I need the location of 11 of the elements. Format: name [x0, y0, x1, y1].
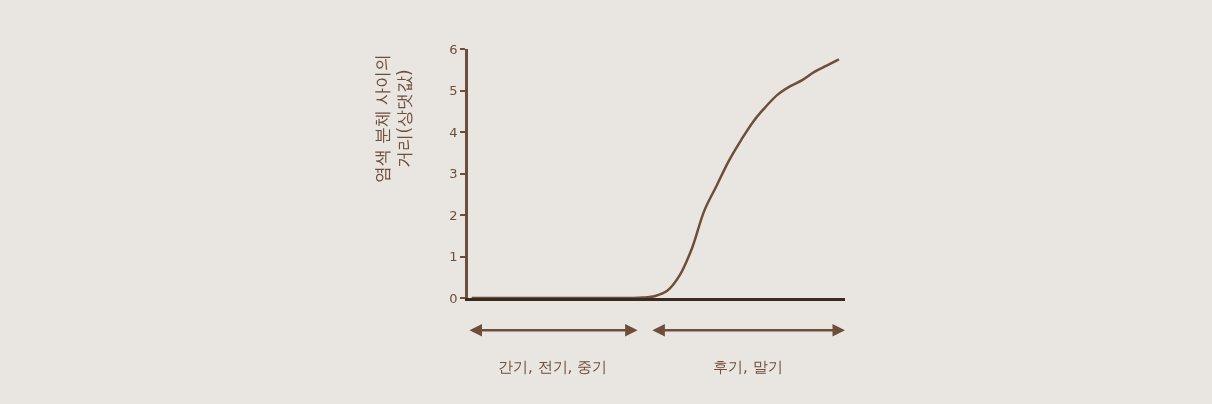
y-tick-label: 3: [449, 166, 458, 182]
y-tick-label: 6: [449, 41, 458, 57]
y-axis-title: 염색 분체 사이의 거리(상댓값): [371, 53, 414, 184]
y-tick-label: 0: [449, 290, 458, 306]
y-tick-label: 2: [449, 207, 458, 223]
y-tick-label: 1: [449, 249, 458, 265]
line-series: [470, 58, 841, 298]
y-tick-label: 5: [449, 83, 458, 99]
y-tick-label: 4: [449, 124, 458, 140]
text: 후기, 말기: [713, 358, 783, 376]
text: 간기, 전기, 중기: [498, 358, 608, 376]
